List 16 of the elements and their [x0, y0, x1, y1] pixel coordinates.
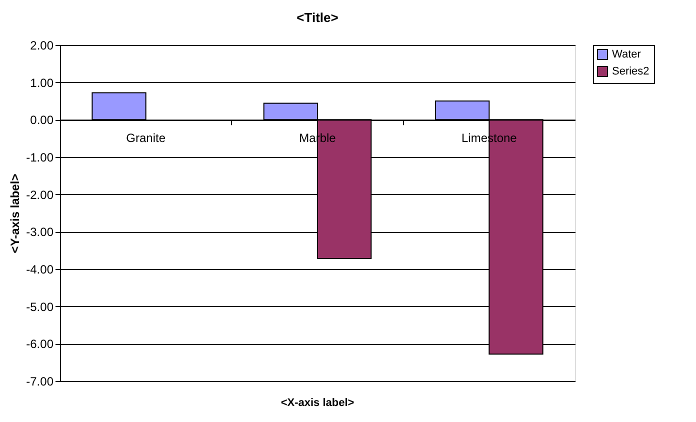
chart-title: <Title> — [296, 10, 339, 25]
y-tick-label: -5.00 — [26, 300, 54, 314]
legend-label: Series2 — [612, 66, 650, 78]
y-tick-label: 2.00 — [30, 38, 54, 52]
y-tick-label: -3.00 — [26, 225, 54, 240]
y-tick-label: -4.00 — [26, 262, 54, 276]
x-axis-title: <X-axis label> — [280, 397, 354, 409]
y-tick-label: -7.00 — [26, 374, 54, 388]
y-tick-label: -1.00 — [26, 150, 54, 164]
x-tick-label: Granite — [126, 131, 166, 146]
y-tick-label: -2.00 — [26, 188, 54, 202]
y-tick-label: -6.00 — [26, 337, 54, 352]
y-axis-title: <Y-axis label> — [8, 174, 22, 254]
y-tick-label: 0.00 — [30, 113, 54, 128]
y-tick-label: 1.00 — [30, 76, 54, 90]
legend-label: Water — [612, 48, 642, 60]
